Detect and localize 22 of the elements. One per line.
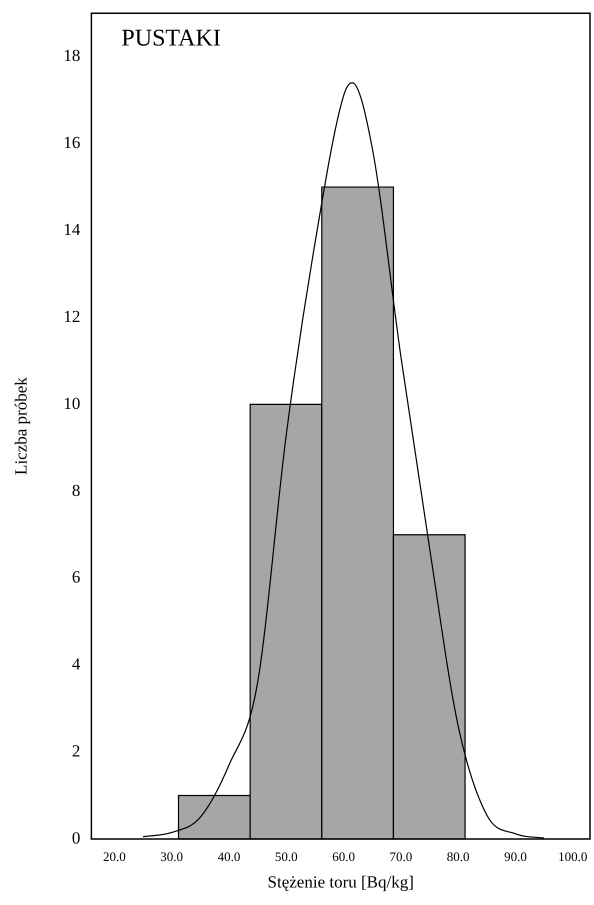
y-tick-label: 14: [63, 220, 81, 239]
y-tick-label: 6: [72, 568, 80, 587]
y-tick-label: 0: [72, 828, 80, 848]
x-tick-label: 70.0: [390, 849, 412, 864]
x-tick-label: 30.0: [160, 849, 184, 864]
x-tick-label: 80.0: [446, 849, 470, 864]
x-axis-title: Stężenie toru [Bq/kg]: [268, 872, 414, 892]
y-tick-label: 8: [72, 480, 80, 500]
x-tick-label: 60.0: [332, 849, 355, 864]
y-tick-label: 2: [72, 742, 80, 761]
text: PUSTAKI: [121, 25, 221, 52]
y-tick-label: 18: [63, 46, 80, 66]
y-tick-label: 16: [63, 133, 80, 152]
x-tick-label: 100.0: [558, 849, 588, 864]
x-tick-label: 90.0: [504, 849, 527, 864]
y-axis-title: Liczba próbek: [12, 376, 31, 475]
x-tick-label: 50.0: [274, 849, 298, 864]
x-tick-label: 20.0: [102, 849, 126, 864]
y-tick-label: 10: [63, 394, 80, 413]
x-tick-label: 40.0: [218, 849, 240, 864]
y-tick-label: 4: [72, 654, 81, 674]
y-tick-label: 12: [63, 306, 80, 326]
